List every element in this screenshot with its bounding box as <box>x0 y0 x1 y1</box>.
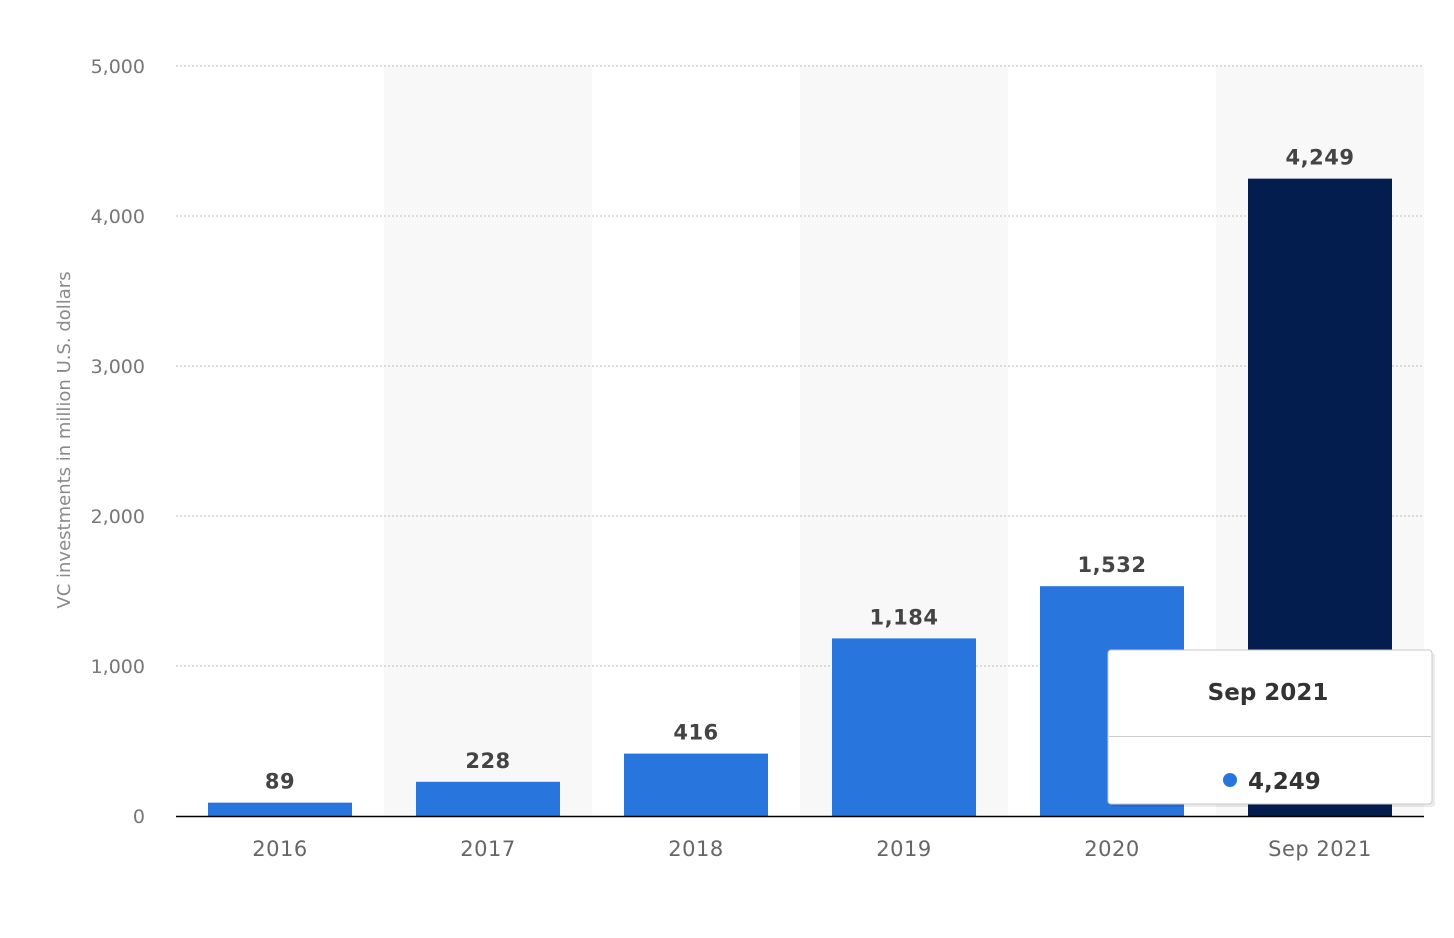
x-tick-label: 2016 <box>252 837 307 861</box>
band-1 <box>384 66 592 816</box>
y-tick-label: 2,000 <box>91 506 145 528</box>
data-label: 1,184 <box>870 605 939 629</box>
x-tick-label: 2020 <box>1084 837 1139 861</box>
y-tick-label: 4,000 <box>91 206 145 228</box>
tooltip: Sep 2021 4,249 <box>1107 649 1435 807</box>
x-tick-label: 2019 <box>876 837 931 861</box>
tooltip-marker-dot <box>1223 773 1237 787</box>
y-axis-ticks: 0 1,000 2,000 3,000 4,000 5,000 <box>91 56 145 828</box>
x-axis-ticks: 2016 2017 2018 2019 2020 Sep 2021 <box>252 837 1372 861</box>
y-tick-label: 1,000 <box>91 656 145 678</box>
x-tick-label: 2018 <box>668 837 723 861</box>
bar[interactable] <box>208 802 352 816</box>
data-label: 416 <box>673 721 718 745</box>
y-tick-label: 5,000 <box>91 56 145 78</box>
x-tick-label: 2017 <box>460 837 515 861</box>
x-tick-label: Sep 2021 <box>1268 837 1372 861</box>
y-tick-label: 0 <box>133 806 145 828</box>
tooltip-box <box>1107 649 1433 805</box>
tooltip-value: 4,249 <box>1248 769 1321 795</box>
data-label: 1,532 <box>1078 553 1147 577</box>
data-label: 228 <box>465 749 510 773</box>
bar[interactable] <box>416 781 560 816</box>
data-label: 4,249 <box>1286 146 1355 170</box>
y-axis-label: VC investments in million U.S. dollars <box>54 271 75 608</box>
bar[interactable] <box>624 753 768 816</box>
data-labels: 89 228 416 1,184 1,532 4,249 <box>265 146 1355 794</box>
y-tick-label: 3,000 <box>91 356 145 378</box>
tooltip-title: Sep 2021 <box>1208 680 1329 706</box>
bar[interactable] <box>832 638 976 816</box>
data-label: 89 <box>265 770 295 794</box>
